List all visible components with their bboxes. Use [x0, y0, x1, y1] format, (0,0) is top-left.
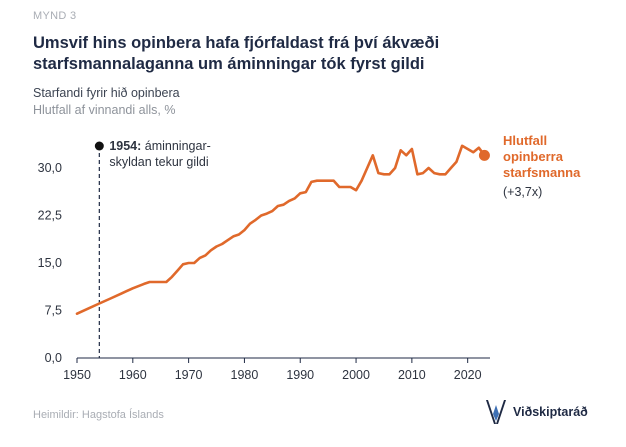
x-tick-label: 1950	[63, 368, 91, 382]
series-line	[75, 144, 486, 316]
chart-subtitle: Starfandi fyrir hið opinbera	[33, 86, 180, 100]
series-label-line-1: Hlutfall	[503, 133, 547, 148]
marker-label-line-2: skyldan tekur gildi	[109, 155, 208, 169]
marker-label-text: áminningar-	[145, 139, 211, 153]
brand-logo: Viðskiptaráð	[484, 397, 588, 427]
y-tick-label: 0,0	[45, 351, 62, 365]
series-label-line-3: starfsmanna	[503, 165, 581, 180]
logo-mark-icon	[486, 400, 506, 424]
series-end-point	[478, 149, 490, 161]
chart-title-line-1: Umsvif hins opinbera hafa fjórfaldast fr…	[33, 34, 440, 52]
chart-axes: 1950 1960 1970 1980 1990 2000 2010 2020 0,0 7,5 15…	[38, 161, 490, 382]
x-tick-label: 2000	[342, 368, 370, 382]
marker-label-year: 1954:	[109, 139, 144, 153]
y-tick-label: 7,5	[45, 304, 62, 318]
logo-text: Viðskiptaráð	[513, 405, 588, 419]
y-tick-label: 15,0	[38, 256, 62, 270]
series-label-line-2: opinberra	[503, 149, 564, 164]
figure-label: MYND 3	[33, 10, 77, 22]
marker-dot	[94, 141, 104, 151]
marker-label-line-1: 1954: áminningar-	[109, 139, 210, 153]
x-tick-label: 1980	[231, 368, 259, 382]
series-group	[75, 144, 490, 316]
chart-unit-subtitle: Hlutfall af vinnandi alls, %	[33, 103, 176, 117]
source-note: Heimildir: Hagstofa Íslands	[33, 409, 164, 421]
x-tick-label: 2010	[398, 368, 426, 382]
y-tick-label: 30,0	[38, 161, 62, 175]
x-tick-label: 2020	[454, 368, 482, 382]
x-tick-label: 1960	[119, 368, 147, 382]
chart-title: Umsvif hins opinbera hafa fjórfaldast fr…	[33, 33, 593, 75]
y-tick-label: 22,5	[38, 209, 62, 223]
series-change-label: (+3,7x)	[503, 185, 542, 199]
x-tick-label: 1990	[286, 368, 314, 382]
chart-title-line-2: starfsmannalaganna um áminningar tók fyr…	[33, 55, 425, 73]
x-tick-label: 1970	[175, 368, 203, 382]
marker-1954: 1954: áminningar-skyldan tekur gildi	[94, 139, 211, 358]
